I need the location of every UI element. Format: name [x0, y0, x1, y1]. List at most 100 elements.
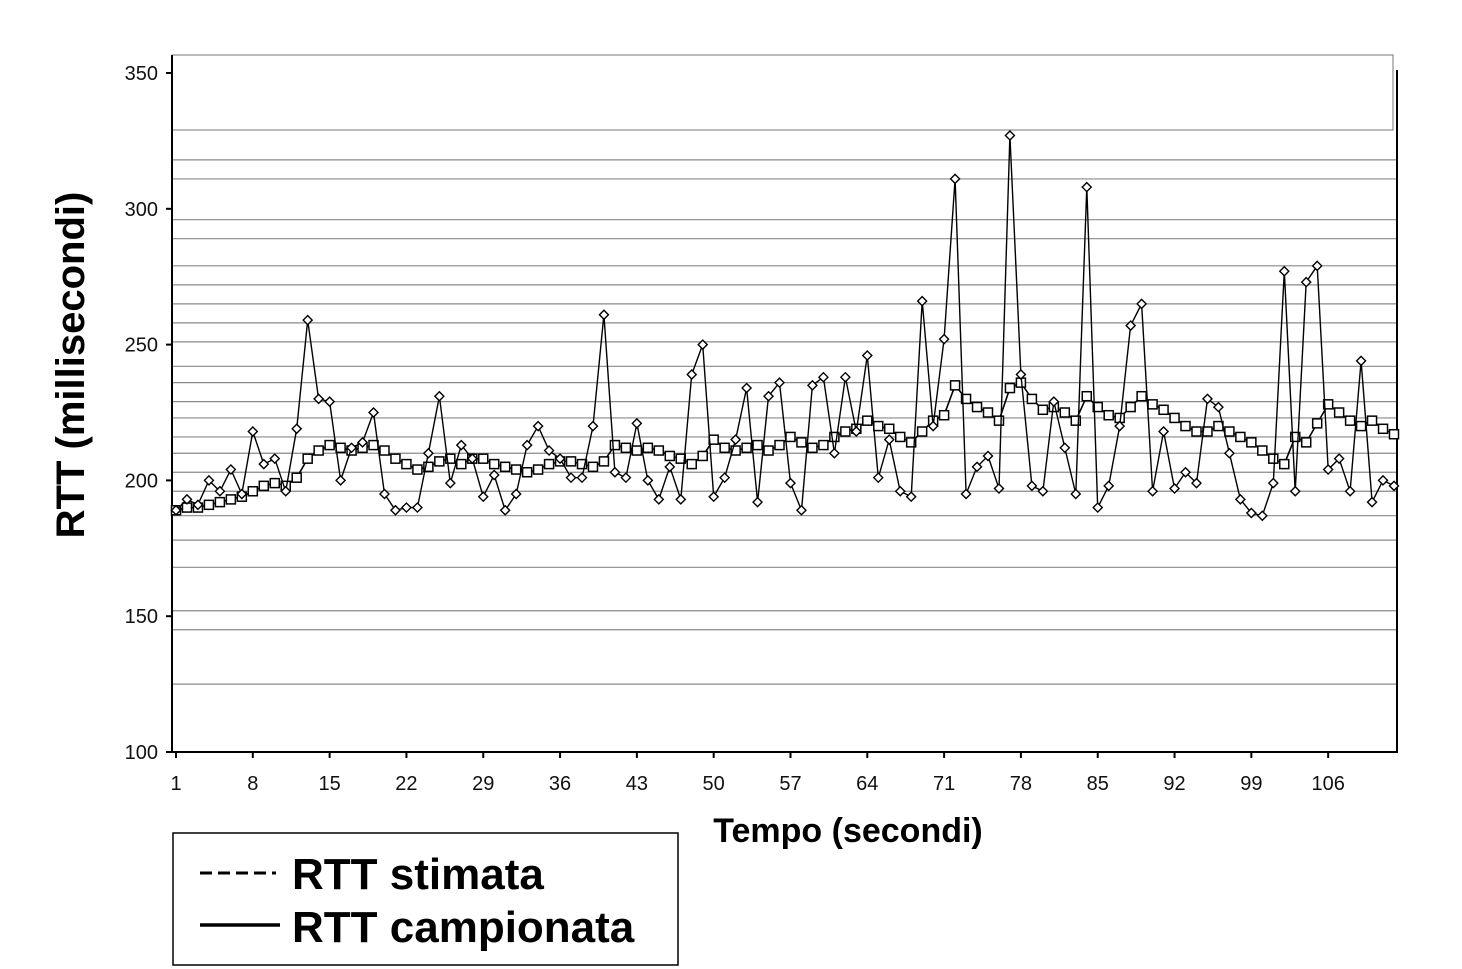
data-point-diamond: [1201, 393, 1213, 405]
data-point-diamond: [236, 488, 248, 500]
x-tick-label: 106: [1311, 773, 1344, 795]
data-point-diamond: [181, 493, 193, 505]
data-point-square: [873, 420, 884, 432]
x-tick-label: 78: [1010, 773, 1032, 795]
data-point-diamond: [993, 483, 1005, 495]
data-point-square: [1257, 445, 1268, 456]
data-point-diamond: [927, 420, 939, 432]
data-point-square: [532, 464, 544, 475]
data-point-square: [894, 431, 906, 443]
data-point-square: [1103, 409, 1114, 421]
data-point-square: [324, 439, 335, 451]
data-point-square: [686, 458, 697, 470]
data-point-square: [1180, 420, 1191, 432]
data-point-diamond: [905, 491, 917, 503]
data-point-square: [302, 453, 313, 464]
data-point-diamond: [335, 474, 347, 486]
data-point-diamond: [861, 349, 873, 361]
data-point-diamond: [433, 390, 445, 402]
data-point-diamond: [741, 382, 753, 394]
data-point-diamond: [269, 453, 281, 465]
data-point-square: [1268, 453, 1279, 464]
data-point-diamond: [1037, 485, 1049, 497]
data-point-square: [412, 464, 423, 475]
data-point-square: [960, 393, 972, 405]
data-point-square: [708, 434, 719, 445]
data-point-square: [829, 431, 840, 443]
data-point-square: [313, 445, 324, 456]
data-point-square: [609, 439, 621, 451]
data-point-square: [269, 477, 281, 489]
data-point-diamond: [1366, 496, 1378, 508]
y-tick-label: 100: [125, 742, 158, 764]
data-point-diamond: [763, 390, 775, 402]
data-point-square: [807, 442, 818, 454]
x-tick-label: 57: [779, 773, 801, 795]
data-point-square: [971, 401, 983, 413]
data-point-diamond: [883, 434, 895, 446]
data-point-square: [763, 445, 774, 456]
data-point-diamond: [784, 477, 796, 489]
data-point-diamond: [1004, 129, 1016, 141]
data-point-diamond: [828, 447, 840, 459]
data-point-square: [883, 423, 895, 435]
data-point-diamond: [313, 393, 325, 405]
data-point-diamond: [675, 493, 687, 505]
data-point-diamond: [1103, 480, 1115, 492]
data-point-diamond: [258, 458, 270, 470]
data-point-diamond: [795, 504, 807, 516]
data-point-square: [1136, 390, 1147, 402]
data-point-diamond: [1245, 507, 1257, 519]
data-point-diamond: [1070, 488, 1082, 500]
data-point-diamond: [532, 420, 544, 432]
data-point-diamond: [466, 453, 478, 465]
data-point-square: [1224, 426, 1235, 437]
data-point-square: [1081, 390, 1093, 402]
data-point-square: [1366, 415, 1378, 426]
data-point-diamond: [609, 466, 621, 478]
y-tick-label: 300: [125, 199, 158, 221]
data-point-diamond: [1190, 477, 1202, 489]
data-point-square: [587, 461, 599, 473]
data-point-square: [1388, 428, 1400, 440]
data-point-diamond: [510, 488, 522, 500]
data-point-diamond: [1059, 442, 1071, 454]
data-point-diamond: [1026, 480, 1038, 492]
data-point-square: [840, 426, 851, 437]
data-point-diamond: [389, 504, 401, 516]
data-point-square: [434, 456, 445, 467]
y-tick-label: 250: [125, 335, 158, 357]
data-point-square: [390, 453, 401, 464]
data-point-square: [916, 426, 928, 437]
data-point-diamond: [1212, 401, 1224, 413]
data-point-diamond: [378, 488, 390, 500]
data-point-square: [1344, 415, 1356, 426]
x-tick-label: 50: [703, 773, 725, 795]
data-point-square: [247, 486, 259, 497]
data-point-diamond: [1300, 276, 1312, 288]
plot-top-panel: [171, 54, 1394, 131]
data-point-square: [499, 461, 511, 473]
data-point-square: [1147, 399, 1158, 410]
x-tick-label: 36: [549, 773, 571, 795]
data-point-square: [521, 467, 533, 478]
data-point-square: [1246, 437, 1257, 448]
data-point-diamond: [1289, 485, 1301, 497]
data-point-diamond: [960, 488, 972, 500]
data-point-square: [214, 496, 226, 508]
data-point-diamond: [620, 472, 632, 484]
data-point-diamond: [1223, 447, 1235, 459]
x-axis-title: Tempo (secondi): [713, 812, 983, 850]
series-rtt-campionata: [170, 129, 1400, 522]
data-point-square: [631, 445, 643, 456]
data-point-diamond: [806, 379, 818, 391]
data-point-square: [1333, 407, 1345, 418]
data-point-diamond: [708, 491, 720, 503]
x-tick-label: 85: [1087, 773, 1109, 795]
data-point-diamond: [1180, 466, 1192, 478]
data-point-square: [1311, 418, 1323, 429]
data-point-square: [1169, 412, 1180, 424]
x-tick-label: 1: [170, 773, 181, 795]
series-rtt-stimata: [170, 377, 1400, 516]
data-point-square: [785, 431, 796, 443]
